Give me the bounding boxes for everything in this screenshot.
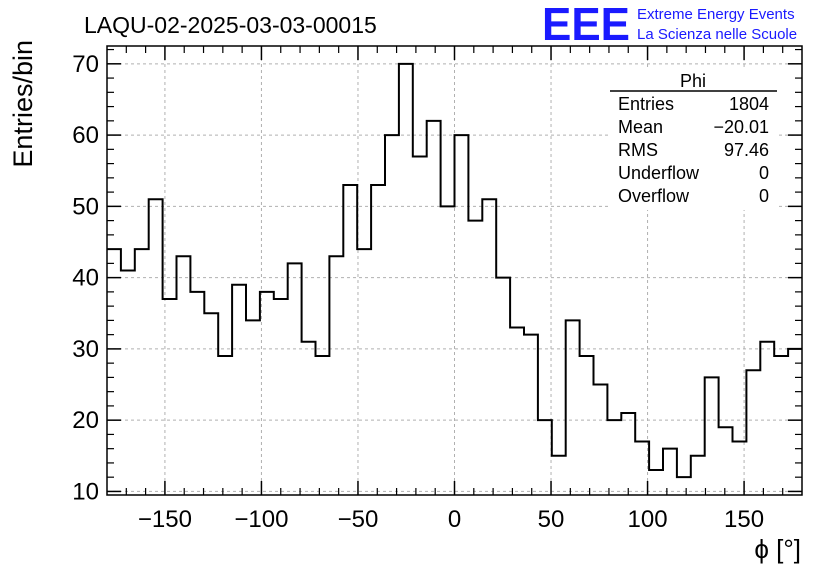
y-tick-label: 30: [72, 336, 99, 363]
stats-row-value: 0: [759, 186, 769, 206]
stats-row-label: RMS: [618, 140, 658, 160]
chart-title: LAQU-02-2025-03-03-00015: [84, 12, 377, 38]
stats-row-label: Mean: [618, 117, 663, 137]
stats-row-label: Underflow: [618, 163, 700, 183]
stats-row-value: −20.01: [713, 117, 769, 137]
x-tick-label: −50: [338, 506, 379, 533]
x-tick-label: 50: [538, 506, 565, 533]
stats-box-title: Phi: [680, 71, 706, 91]
x-tick-label: 0: [448, 506, 461, 533]
eee-logo-line1: Extreme Energy Events: [637, 6, 795, 23]
histogram-series: [107, 62, 802, 479]
x-tick-label: −100: [234, 506, 288, 533]
stats-row-label: Overflow: [618, 186, 690, 206]
stats-row-value: 97.46: [724, 140, 769, 160]
x-ticks: −150 −100 −50 0 50 100 150: [125, 46, 784, 533]
x-axis-label: ϕ [°]: [754, 534, 801, 564]
stats-row-label: Entries: [618, 94, 674, 114]
stats-row-value: 0: [759, 163, 769, 183]
y-axis-label: Entries/bin: [8, 40, 38, 168]
y-tick-label: 60: [72, 122, 99, 149]
stats-box-rows: Entries 1804 Mean −20.01 RMS 97.46 Underflow 0 O…: [618, 94, 769, 206]
y-tick-label: 70: [72, 51, 99, 78]
eee-logo-line2: La Scienza nelle Scuole: [637, 26, 797, 43]
y-tick-label: 20: [72, 407, 99, 434]
x-tick-label: 150: [724, 506, 764, 533]
x-tick-label: 100: [628, 506, 668, 533]
eee-logo-text: EEE: [542, 0, 630, 50]
stats-box: Phi Entries 1804 Mean −20.01 RMS 97.46 Underfl…: [608, 70, 778, 210]
y-tick-label: 40: [72, 265, 99, 292]
y-tick-label: 50: [72, 193, 99, 220]
eee-logo: EEE Extreme Energy Events La Scienza nel…: [542, 0, 797, 50]
y-ticks: 10 20 30 40 50 60 70: [72, 48, 802, 505]
x-tick-label: −150: [138, 506, 192, 533]
stats-row-value: 1804: [729, 94, 769, 114]
stats-box-background: [608, 70, 778, 210]
y-tick-label: 10: [72, 478, 99, 505]
